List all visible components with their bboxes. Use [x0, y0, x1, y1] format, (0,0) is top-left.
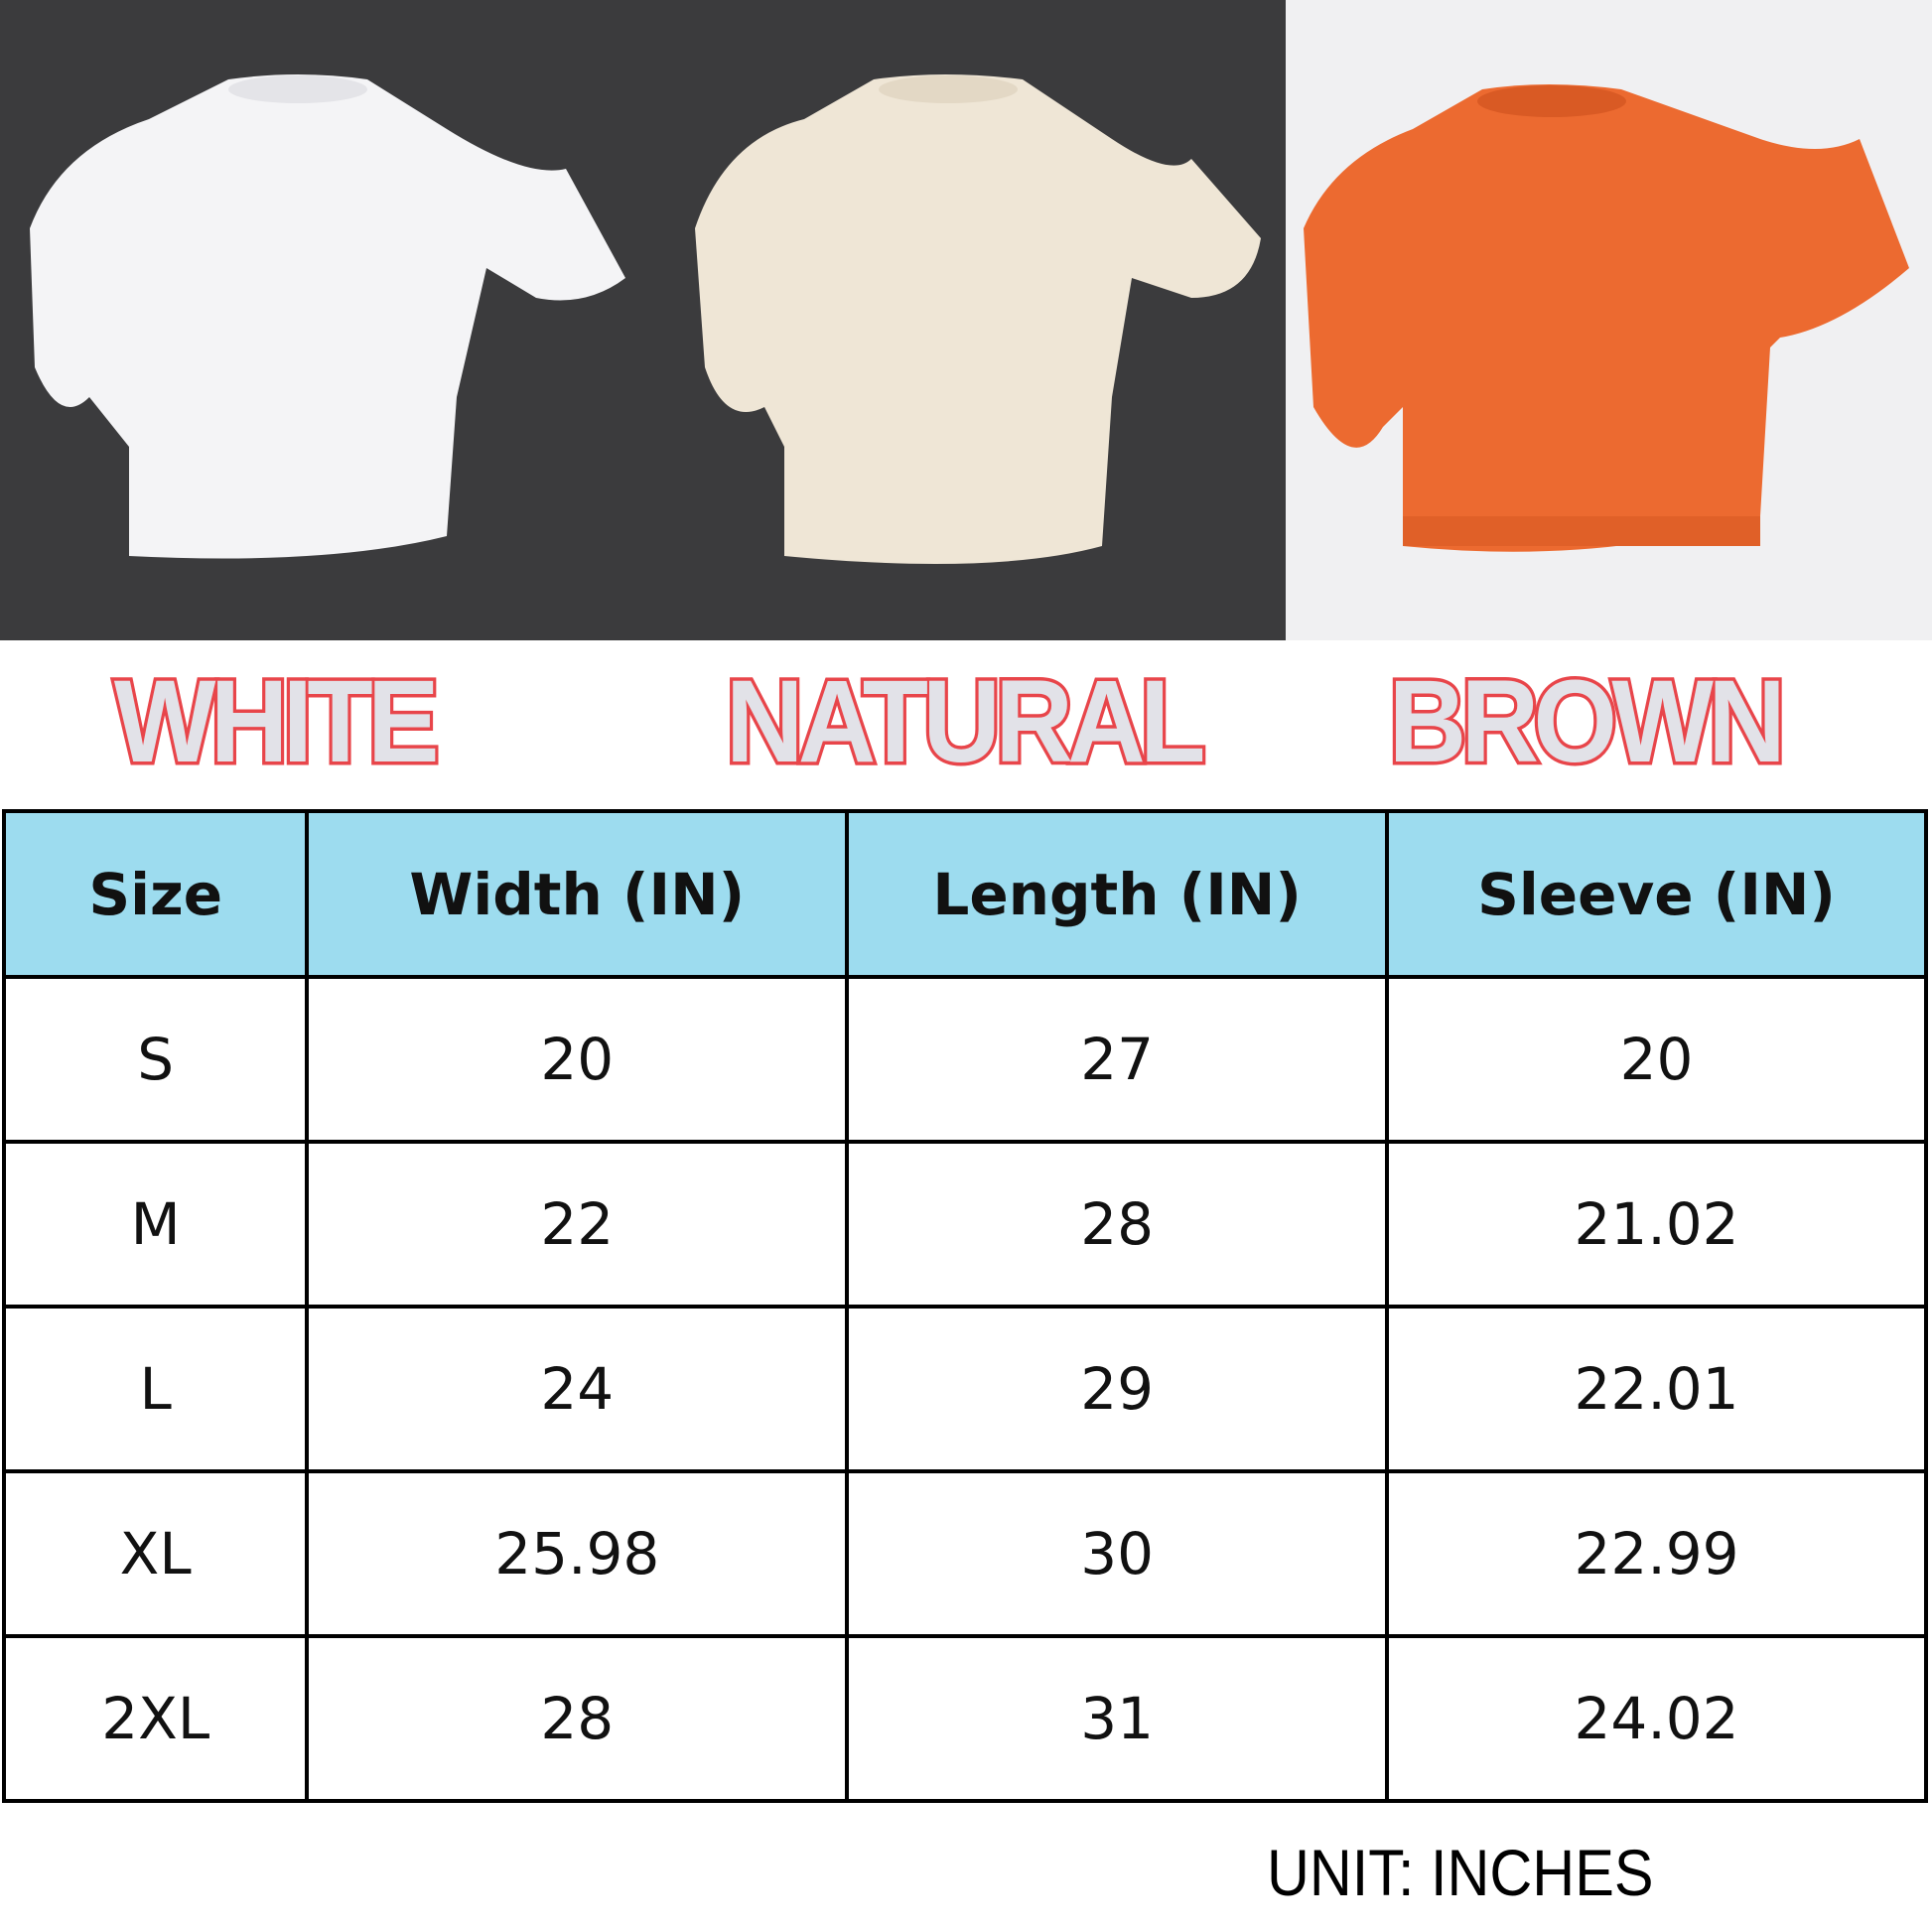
cell-size: 2XL — [1, 1634, 310, 1803]
white-sweatshirt-image — [30, 74, 625, 559]
color-label-brown: BROWN — [1386, 656, 1789, 787]
header-sleeve: Sleeve (IN) — [1385, 809, 1928, 979]
cell-sleeve: 20 — [1385, 975, 1928, 1144]
product-photo-dark-panel — [0, 0, 1286, 640]
cell-size: L — [1, 1305, 310, 1473]
product-photo-light-panel — [1286, 0, 1932, 640]
cell-width: 25.98 — [305, 1469, 850, 1638]
color-label-white: WHITE — [111, 656, 443, 787]
cell-sleeve: 22.99 — [1385, 1469, 1928, 1638]
header-length: Length (IN) — [845, 809, 1390, 979]
size-chart-table: Size Width (IN) Length (IN) Sleeve (IN) … — [1, 809, 1928, 1803]
color-label-natural: NATURAL — [723, 656, 1209, 787]
cell-length: 30 — [845, 1469, 1390, 1638]
cell-width: 28 — [305, 1634, 850, 1803]
table-row: 2XL 28 31 24.02 — [1, 1634, 1928, 1803]
header-width: Width (IN) — [305, 809, 850, 979]
table-row: L 24 29 22.01 — [1, 1305, 1928, 1473]
cell-width: 22 — [305, 1140, 850, 1309]
cell-size: S — [1, 975, 310, 1144]
cell-sleeve: 21.02 — [1385, 1140, 1928, 1309]
cell-length: 31 — [845, 1634, 1390, 1803]
cell-size: XL — [1, 1469, 310, 1638]
cell-length: 28 — [845, 1140, 1390, 1309]
cell-sleeve: 24.02 — [1385, 1634, 1928, 1803]
cell-length: 29 — [845, 1305, 1390, 1473]
table-row: S 20 27 20 — [1, 975, 1928, 1144]
table-header-row: Size Width (IN) Length (IN) Sleeve (IN) — [1, 809, 1928, 979]
header-size: Size — [1, 809, 310, 979]
cell-width: 24 — [305, 1305, 850, 1473]
unit-note: UNIT: INCHES — [1267, 1836, 1654, 1909]
brown-sweatshirt-image — [1304, 84, 1909, 552]
table-row: XL 25.98 30 22.99 — [1, 1469, 1928, 1638]
cell-size: M — [1, 1140, 310, 1309]
cell-sleeve: 22.01 — [1385, 1305, 1928, 1473]
cell-width: 20 — [305, 975, 850, 1144]
natural-sweatshirt-image — [695, 74, 1261, 564]
cell-length: 27 — [845, 975, 1390, 1144]
table-row: M 22 28 21.02 — [1, 1140, 1928, 1309]
